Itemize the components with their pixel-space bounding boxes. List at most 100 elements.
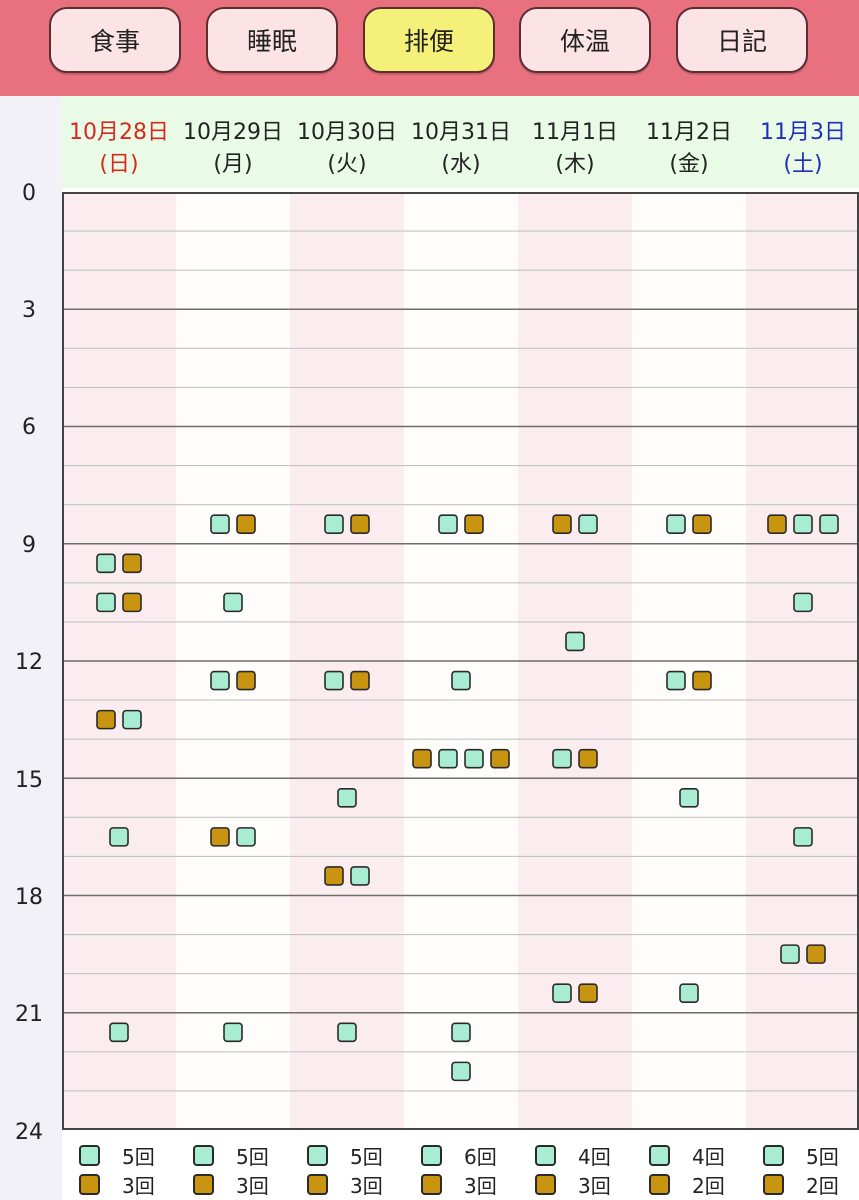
urination-marker [793, 592, 813, 613]
y-tick-label: 9 [22, 533, 36, 558]
urination-count: 5回 [193, 1141, 269, 1170]
top-navigation-bar: 食事 睡眠 排便 体温 日記 [0, 0, 859, 96]
grid-canvas [62, 192, 859, 1130]
count-label: 5回 [806, 1145, 839, 1169]
day-header: 11月1日 (木) [518, 96, 632, 188]
defecation-legend-icon [421, 1174, 442, 1195]
urination-count: 5回 [763, 1141, 839, 1170]
urination-marker [451, 670, 471, 691]
y-tick-label: 18 [15, 885, 43, 910]
urination-count: 5回 [307, 1141, 383, 1170]
day-date: 10月31日 [411, 120, 511, 145]
urination-legend-icon [535, 1145, 556, 1166]
urination-marker [109, 827, 129, 847]
urination-legend-icon [79, 1145, 100, 1166]
defecation-marker [767, 514, 787, 535]
day-weekday: (月) [213, 152, 253, 177]
day-weekday: (土) [783, 152, 823, 177]
count-label: 2回 [692, 1174, 725, 1198]
urination-marker [666, 670, 686, 691]
tab-sleep[interactable]: 睡眠 [206, 7, 338, 73]
defecation-count: 2回 [649, 1170, 725, 1199]
y-tick-label: 0 [22, 181, 36, 206]
urination-marker [337, 787, 357, 808]
defecation-marker [412, 748, 432, 769]
day-date: 11月2日 [646, 120, 732, 145]
day-date: 10月29日 [183, 120, 283, 145]
count-label: 4回 [578, 1145, 611, 1169]
urination-count: 4回 [649, 1141, 725, 1170]
day-header: 11月3日 (土) [746, 96, 859, 188]
defecation-marker [578, 983, 598, 1004]
count-label: 2回 [806, 1174, 839, 1198]
urination-marker [464, 748, 484, 769]
tab-bowel[interactable]: 排便 [363, 7, 495, 73]
day-date: 10月30日 [297, 120, 397, 145]
urination-marker [451, 1022, 471, 1043]
urination-count: 4回 [535, 1141, 611, 1170]
defecation-marker [806, 944, 826, 964]
urination-marker [337, 1022, 357, 1043]
urination-legend-icon [649, 1145, 670, 1166]
y-tick-label: 21 [15, 1002, 43, 1027]
tab-diary[interactable]: 日記 [676, 7, 808, 73]
day-weekday: (日) [99, 152, 139, 177]
defecation-count: 3回 [421, 1170, 497, 1199]
urination-marker [96, 553, 116, 574]
urination-marker [578, 514, 598, 535]
count-label: 5回 [350, 1145, 383, 1169]
defecation-marker [122, 592, 142, 613]
urination-marker [780, 944, 800, 964]
urination-marker [565, 631, 585, 652]
defecation-marker [692, 514, 712, 535]
day-weekday: (火) [327, 152, 367, 177]
defecation-marker [350, 670, 370, 691]
count-label: 3回 [464, 1174, 497, 1198]
urination-marker [552, 983, 572, 1004]
urination-marker [438, 514, 458, 535]
defecation-marker [210, 827, 230, 847]
y-axis-panel [0, 96, 62, 1200]
urination-marker [438, 748, 458, 769]
tab-meal[interactable]: 食事 [49, 7, 181, 73]
urination-marker [451, 1061, 471, 1082]
urination-marker [210, 514, 230, 535]
defecation-marker [236, 514, 256, 535]
urination-marker [223, 1022, 243, 1043]
defecation-legend-icon [307, 1174, 328, 1195]
urination-marker [679, 787, 699, 808]
defecation-count: 3回 [307, 1170, 383, 1199]
defecation-marker [236, 670, 256, 691]
defecation-marker [350, 514, 370, 535]
urination-marker [122, 709, 142, 730]
y-tick-label: 24 [15, 1120, 43, 1145]
weekly-grid [62, 192, 859, 1130]
defecation-marker [324, 866, 344, 886]
defecation-count: 2回 [763, 1170, 839, 1199]
y-tick-label: 12 [15, 650, 43, 675]
tab-temperature[interactable]: 体温 [519, 7, 651, 73]
urination-marker [96, 592, 116, 613]
urination-marker [350, 866, 370, 886]
urination-marker [793, 514, 813, 535]
urination-marker [324, 670, 344, 691]
day-date: 11月1日 [532, 120, 618, 145]
urination-marker [679, 983, 699, 1004]
defecation-count: 3回 [535, 1170, 611, 1199]
day-weekday: (水) [441, 152, 481, 177]
count-label: 3回 [578, 1174, 611, 1198]
count-label: 3回 [236, 1174, 269, 1198]
day-header: 10月30日 (火) [290, 96, 404, 188]
y-tick-label: 6 [22, 415, 36, 440]
urination-marker [223, 592, 243, 613]
defecation-marker [578, 748, 598, 769]
defecation-marker [96, 709, 116, 730]
urination-marker [109, 1022, 129, 1043]
grid-border [62, 192, 859, 1130]
urination-count: 6回 [421, 1141, 497, 1170]
urination-legend-icon [421, 1145, 442, 1166]
count-label: 5回 [236, 1145, 269, 1169]
date-header-row: 10月28日 (日) 10月29日 (月) 10月30日 (火) 10月31日 (水) … [62, 96, 859, 188]
day-date: 10月28日 [69, 120, 169, 145]
day-header: 10月31日 (水) [404, 96, 518, 188]
